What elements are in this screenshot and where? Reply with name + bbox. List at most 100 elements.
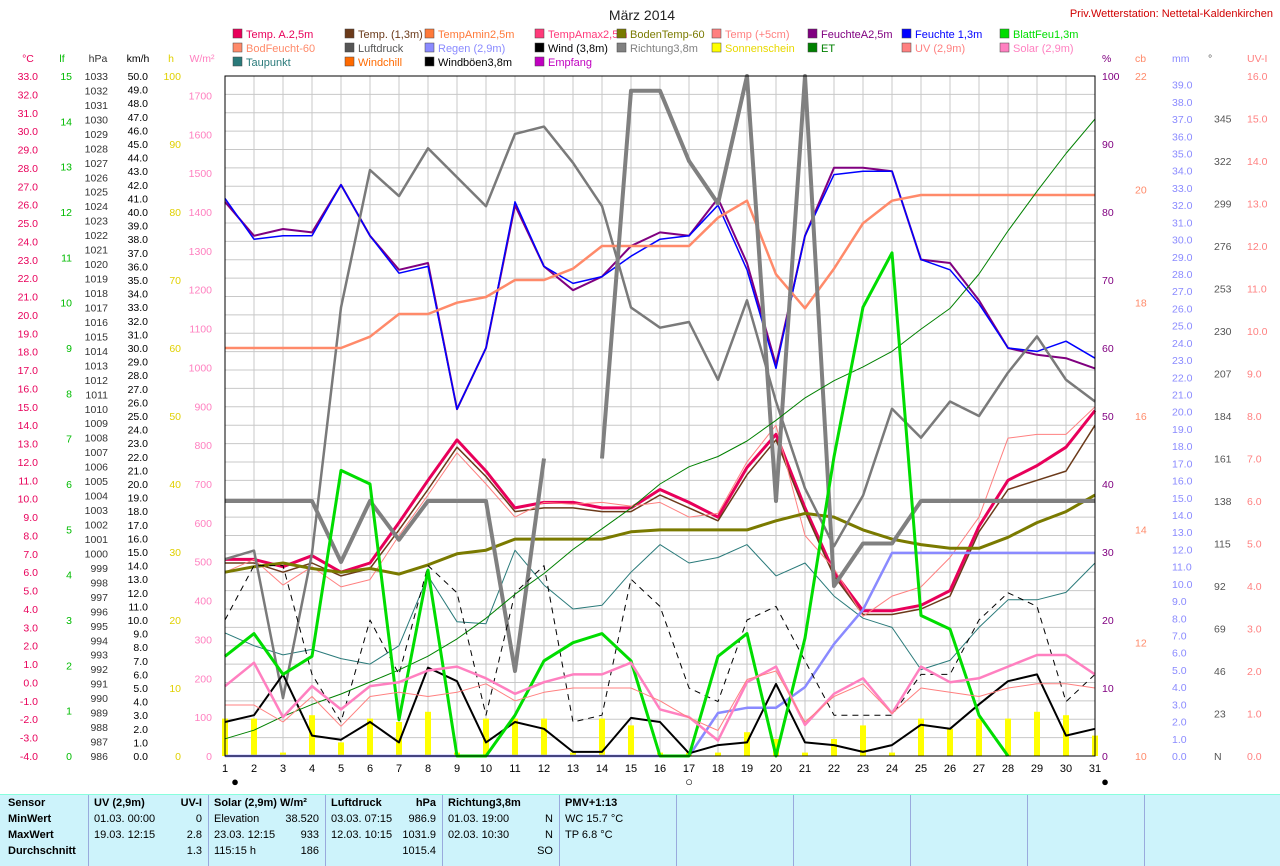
axis-tick-label: 60	[1102, 343, 1114, 355]
x-tick-label: 24	[886, 763, 898, 775]
axis-tick-label: 1023	[85, 216, 109, 228]
axis-tick-label: 5.0	[133, 683, 148, 695]
legend-label: Temp (+5cm)	[725, 29, 790, 41]
axis-tick-label: 5.0	[1172, 665, 1187, 677]
axis-tick-label: 1002	[85, 520, 109, 532]
station-name: Priv.Wetterstation: Nettetal-Kaldenkirch…	[1070, 8, 1273, 20]
axis-tick-label: 276	[1214, 241, 1232, 253]
legend-label: Temp. A.2,5m	[246, 29, 313, 41]
axis-tick-label: 23.0	[18, 255, 39, 267]
x-tick-label: 14	[596, 763, 608, 775]
x-tick-label: 4	[309, 763, 315, 775]
legend-label: Empfang	[548, 57, 592, 69]
sunshine-bar	[396, 722, 402, 756]
axis-tick-label: 17.0	[1172, 458, 1193, 470]
axis-tick-label: 16.0	[1247, 71, 1268, 83]
legend-swatch	[999, 42, 1010, 53]
axis-tick-label: 32.0	[18, 89, 39, 101]
axis-tick-label: 999	[90, 563, 108, 575]
sunshine-bar	[1034, 711, 1040, 756]
axis-tick-label: 10.0	[128, 615, 149, 627]
axis-tick-label: 1200	[189, 285, 213, 297]
axis-tick-label: 16.0	[128, 533, 149, 545]
x-tick-label: 9	[454, 763, 460, 775]
axis-tick-label: 18.0	[128, 506, 149, 518]
legend-label: TempAmax2,5m	[548, 29, 627, 41]
axis-tick-label: 991	[90, 679, 108, 691]
axis-tick-label: 1.0	[1172, 734, 1187, 746]
x-tick-label: 31	[1089, 763, 1101, 775]
axis-tick-label: 8.0	[1172, 613, 1187, 625]
series-line-richtung3-8m	[225, 74, 1095, 673]
summary-pressure-min: 986.9	[408, 813, 436, 825]
legend-swatch	[711, 28, 722, 39]
axis-unit-label: lf	[59, 53, 64, 65]
axis-tick-label: 800	[194, 440, 212, 452]
axis-tick-label: 322	[1214, 156, 1232, 168]
axis-tick-label: 38.0	[1172, 97, 1193, 109]
axis-tick-label: 40	[169, 479, 181, 491]
series-line-wind-3-8m-	[224, 666, 1096, 755]
axis-tick-label: 12	[60, 207, 72, 219]
axis-tick-label: 34.0	[1172, 166, 1193, 178]
axis-tick-label: 22.0	[1172, 372, 1193, 384]
axis-tick-label: 13.0	[1247, 199, 1268, 211]
sunshine-bar	[570, 752, 576, 756]
axis-tick-label: 45.0	[128, 139, 149, 151]
axis-tick-label: 987	[90, 737, 108, 749]
axis-unit-label: %	[1102, 53, 1111, 65]
axis-tick-label: 5.0	[1247, 539, 1262, 551]
axis-unit-label: cb	[1135, 53, 1146, 65]
axis-tick-label: 986	[90, 751, 108, 763]
axis-tick-label: 100	[1102, 71, 1120, 83]
axis-tick-label: 26.0	[18, 200, 39, 212]
x-tick-label: 8	[425, 763, 431, 775]
axis-tick-label: 6.0	[1172, 648, 1187, 660]
x-tick-label: 2	[251, 763, 257, 775]
axis-tick-label: 20	[169, 615, 181, 627]
axis-tick-label: 345	[1214, 114, 1232, 126]
axis-tick-label: 15.0	[128, 547, 149, 559]
legend-label: FeuchteA2,5m	[821, 29, 893, 41]
axis-tick-label: 33.0	[128, 302, 149, 314]
axis-tick-label: 6.0	[1247, 496, 1262, 508]
summary-solar-heading: Solar (2,9m) W/m²	[214, 797, 307, 809]
axis-tick-label: 36.0	[1172, 131, 1193, 143]
axis-tick-label: 20.0	[1172, 407, 1193, 419]
series-line-solar-2-9m-	[224, 653, 1096, 742]
axis-tick-label: 994	[90, 635, 108, 647]
axis-tick-label: 1005	[85, 476, 109, 488]
axis-tick-label: 37.0	[1172, 114, 1193, 126]
axis-tick-label: 4.0	[23, 604, 38, 616]
summary-label-avg: Durchschnitt	[8, 845, 76, 857]
axis-tick-label: 3.0	[23, 622, 38, 634]
axis-tick-label: 9.0	[23, 512, 38, 524]
summary-pmv-tp: TP 6.8 °C	[565, 829, 613, 841]
x-tick-label: 11	[509, 763, 520, 775]
axis-tick-label: 12.0	[1172, 544, 1193, 556]
axis-tick-label: 988	[90, 722, 108, 734]
summary-col-empty-5	[1144, 795, 1279, 866]
left-axes: °C33.032.031.030.029.028.027.026.025.024…	[18, 53, 215, 763]
legend-swatch	[232, 28, 243, 39]
axis-tick-label: 995	[90, 621, 108, 633]
axis-tick-label: 9.0	[1247, 369, 1262, 381]
axis-tick-label: 60	[169, 343, 181, 355]
x-tick-label: 5	[338, 763, 344, 775]
axis-tick-label: 992	[90, 664, 108, 676]
axis-tick-label: 29.0	[18, 145, 39, 157]
summary-pmv-wc: WC 15.7 °C	[565, 813, 624, 825]
legend: Temp. A.2,5m Temp. (1,3m) TempAmin2,5m Temp…	[232, 28, 1078, 69]
axis-tick-label: 13.0	[128, 574, 149, 586]
legend-swatch	[232, 56, 243, 67]
legend-label: Temp. (1,3m)	[358, 29, 423, 41]
legend-swatch	[616, 28, 627, 39]
summary-uv-min: 0	[195, 813, 202, 825]
axis-tick-label: 30.0	[128, 343, 149, 355]
axis-tick-label: 1007	[85, 447, 109, 459]
summary-col-pmv: PMV+1:13 WC 15.7 °C TP 6.8 °C	[559, 795, 677, 866]
axis-tick-label: 115	[1214, 539, 1231, 551]
sunshine-bar	[541, 718, 547, 756]
legend-label: Richtung3,8m	[630, 43, 698, 55]
axis-tick-label: N	[1214, 751, 1222, 763]
